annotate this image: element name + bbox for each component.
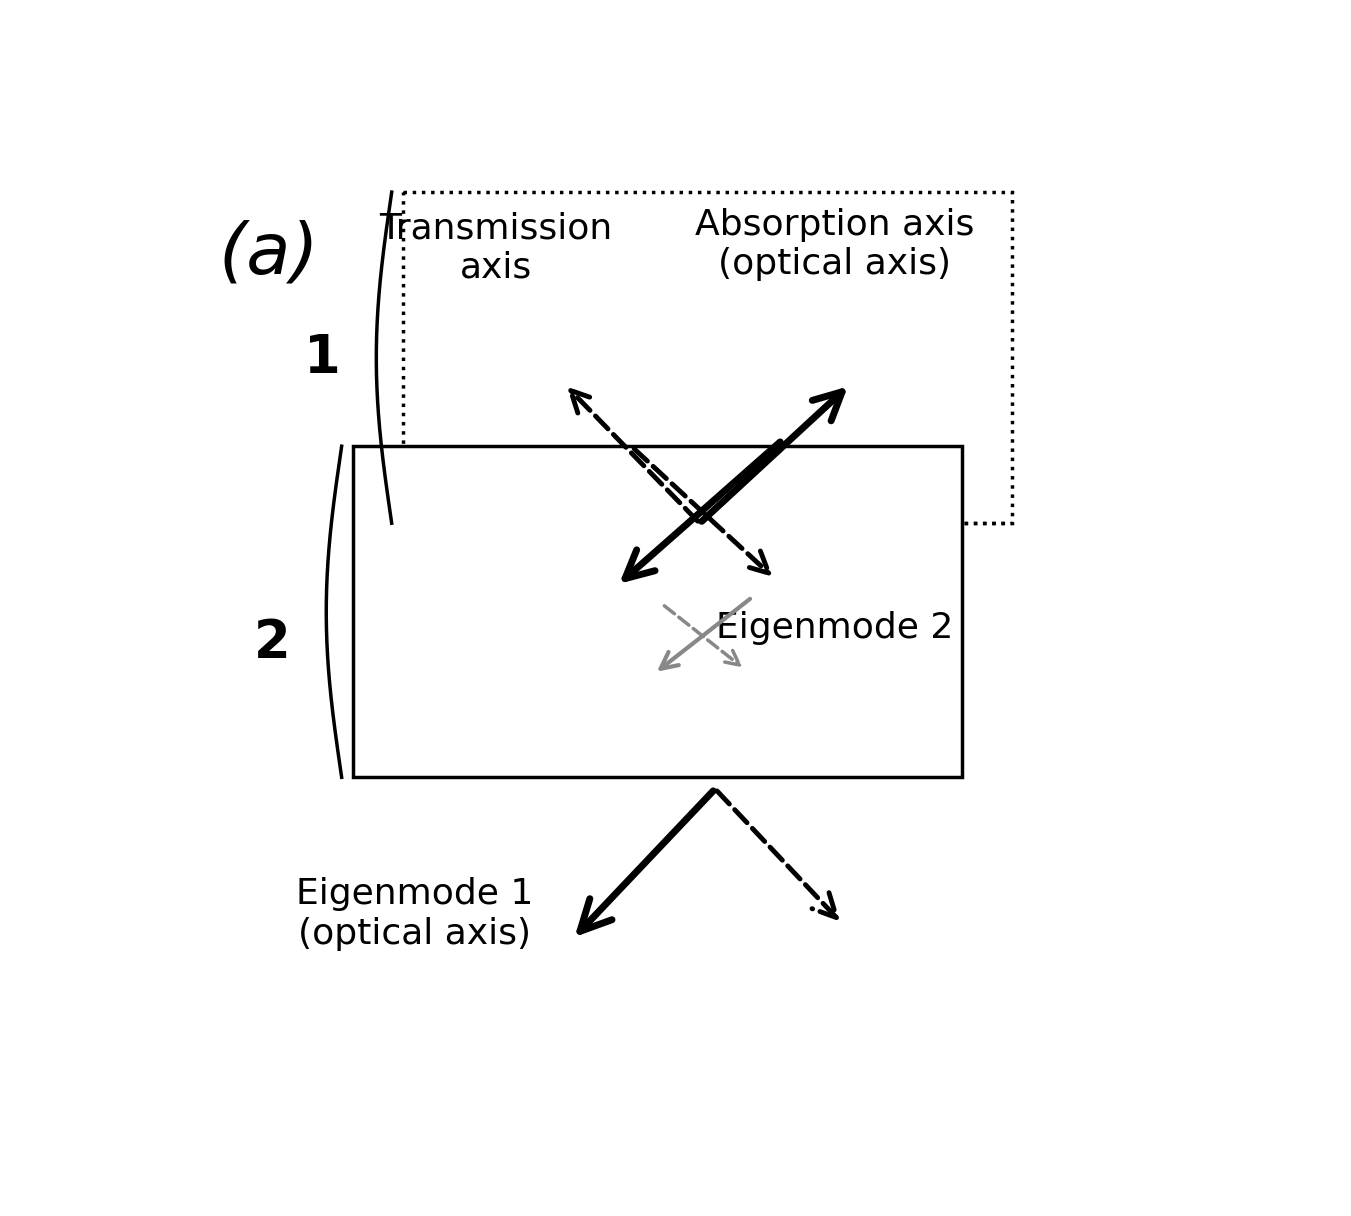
Text: 2: 2 (254, 617, 290, 669)
Text: Eigenmode 2: Eigenmode 2 (716, 612, 954, 646)
Bar (403, 192, 1012, 523)
Text: 1: 1 (304, 332, 340, 384)
Text: Absorption axis
(optical axis): Absorption axis (optical axis) (694, 208, 974, 281)
Text: Transmission
axis: Transmission axis (380, 212, 612, 285)
Bar (353, 446, 962, 777)
Text: Eigenmode 1
(optical axis): Eigenmode 1 (optical axis) (296, 878, 534, 951)
Text: (a): (a) (219, 219, 319, 288)
